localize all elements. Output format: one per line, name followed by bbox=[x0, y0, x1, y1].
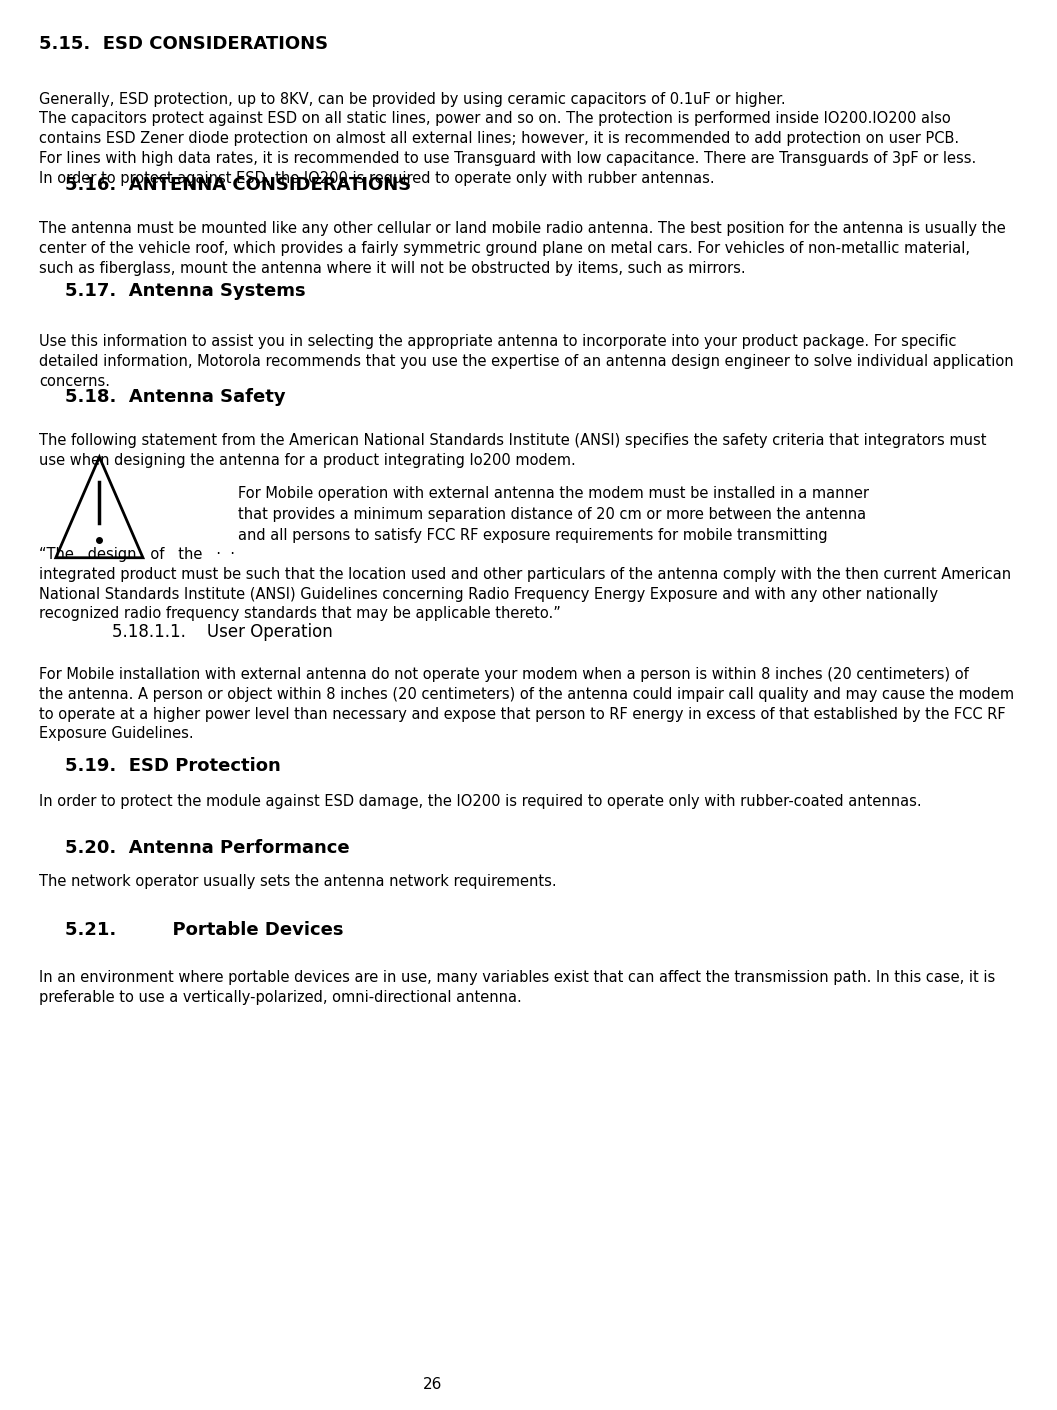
Text: In an environment where portable devices are in use, many variables exist that c: In an environment where portable devices… bbox=[39, 970, 995, 1005]
Text: 5.16.  ANTENNA CONSIDERATIONS: 5.16. ANTENNA CONSIDERATIONS bbox=[64, 176, 411, 195]
Text: Use this information to assist you in selecting the appropriate antenna to incor: Use this information to assist you in se… bbox=[39, 334, 1014, 389]
Text: The network operator usually sets the antenna network requirements.: The network operator usually sets the an… bbox=[39, 874, 557, 890]
Text: 5.20.  Antenna Performance: 5.20. Antenna Performance bbox=[64, 839, 350, 857]
Text: “The   design   of   the   ·  ·
integrated product must be such that the locatio: “The design of the · · integrated produc… bbox=[39, 547, 1010, 622]
Text: 5.17.  Antenna Systems: 5.17. Antenna Systems bbox=[64, 282, 305, 300]
Text: 5.21.         Portable Devices: 5.21. Portable Devices bbox=[64, 921, 344, 939]
Text: 5.15.  ESD CONSIDERATIONS: 5.15. ESD CONSIDERATIONS bbox=[39, 35, 328, 54]
Text: 26: 26 bbox=[423, 1378, 442, 1392]
Text: In order to protect the module against ESD damage, the IO200 is required to oper: In order to protect the module against E… bbox=[39, 794, 922, 809]
Text: For Mobile operation with external antenna the modem must be installed in a mann: For Mobile operation with external anten… bbox=[238, 486, 869, 543]
Text: 5.19.  ESD Protection: 5.19. ESD Protection bbox=[64, 757, 280, 776]
Text: The following statement from the American National Standards Institute (ANSI) sp: The following statement from the America… bbox=[39, 433, 986, 468]
Text: The antenna must be mounted like any other cellular or land mobile radio antenna: The antenna must be mounted like any oth… bbox=[39, 221, 1005, 276]
Text: Generally, ESD protection, up to 8KV, can be provided by using ceramic capacitor: Generally, ESD protection, up to 8KV, ca… bbox=[39, 92, 976, 186]
Text: 5.18.  Antenna Safety: 5.18. Antenna Safety bbox=[64, 388, 285, 406]
Text: For Mobile installation with external antenna do not operate your modem when a p: For Mobile installation with external an… bbox=[39, 667, 1014, 742]
Text: 5.18.1.1.    User Operation: 5.18.1.1. User Operation bbox=[112, 623, 333, 642]
